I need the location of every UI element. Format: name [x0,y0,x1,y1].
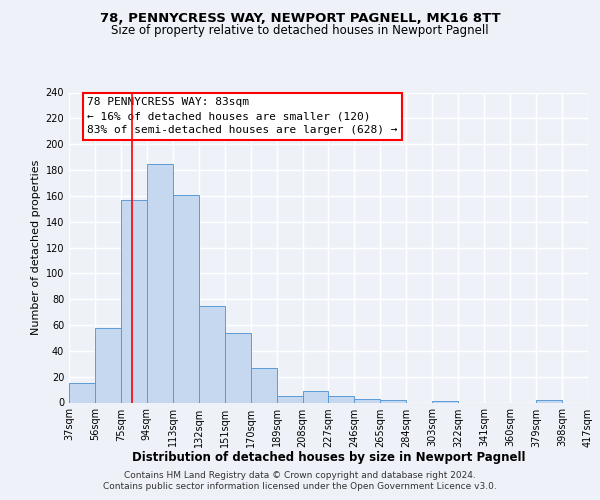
Bar [302,391,329,402]
Bar [199,306,224,402]
Bar [69,383,95,402]
Bar [432,401,458,402]
Text: Contains public sector information licensed under the Open Government Licence v3: Contains public sector information licen… [103,482,497,491]
Bar [173,194,199,402]
Bar [121,200,147,402]
X-axis label: Distribution of detached houses by size in Newport Pagnell: Distribution of detached houses by size … [132,451,525,464]
Bar [251,368,277,402]
Text: 78 PENNYCRESS WAY: 83sqm
← 16% of detached houses are smaller (120)
83% of semi-: 78 PENNYCRESS WAY: 83sqm ← 16% of detach… [87,97,398,135]
Text: Size of property relative to detached houses in Newport Pagnell: Size of property relative to detached ho… [111,24,489,37]
Bar [224,333,251,402]
Text: 78, PENNYCRESS WAY, NEWPORT PAGNELL, MK16 8TT: 78, PENNYCRESS WAY, NEWPORT PAGNELL, MK1… [100,12,500,26]
Bar [95,328,121,402]
Bar [536,400,562,402]
Bar [329,396,355,402]
Bar [277,396,302,402]
Bar [355,398,380,402]
Bar [380,400,406,402]
Y-axis label: Number of detached properties: Number of detached properties [31,160,41,335]
Text: Contains HM Land Registry data © Crown copyright and database right 2024.: Contains HM Land Registry data © Crown c… [124,471,476,480]
Bar [147,164,173,402]
